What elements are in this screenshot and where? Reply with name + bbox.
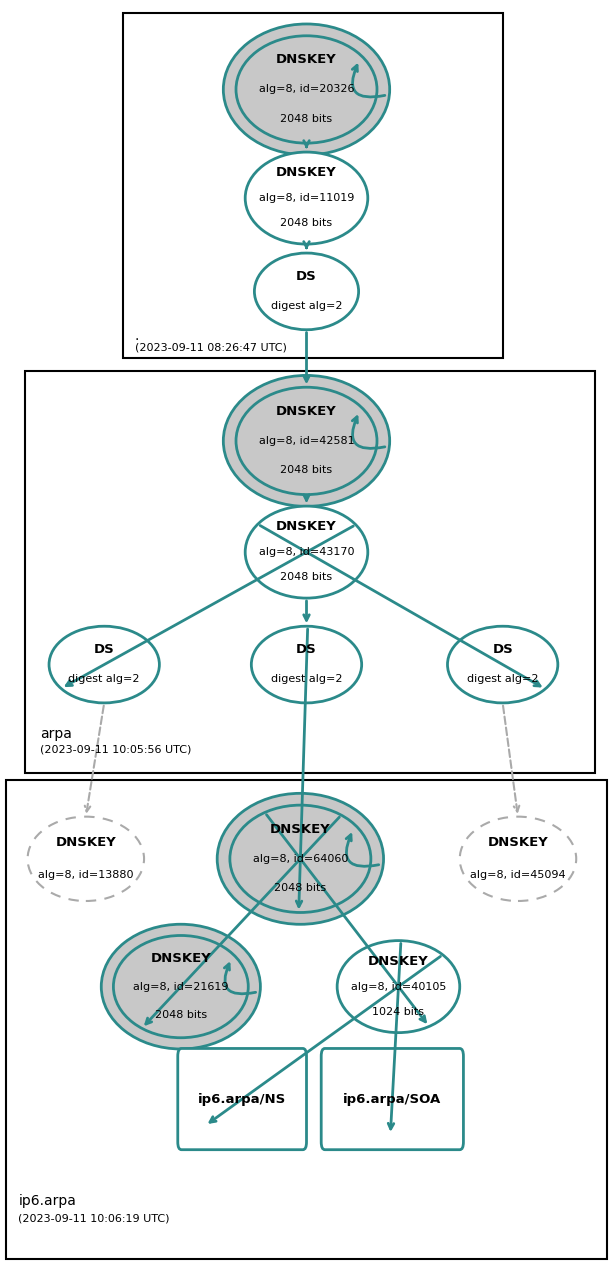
FancyBboxPatch shape [178,1048,306,1150]
Ellipse shape [245,506,368,598]
Text: (2023-09-11 08:26:47 UTC): (2023-09-11 08:26:47 UTC) [135,343,287,353]
Text: alg=8, id=40105: alg=8, id=40105 [351,982,446,992]
Text: digest alg=2: digest alg=2 [467,674,538,684]
Text: 2048 bits: 2048 bits [280,114,333,124]
Ellipse shape [236,36,377,143]
Ellipse shape [251,626,362,703]
Text: digest alg=2: digest alg=2 [271,674,342,684]
Ellipse shape [101,924,261,1049]
Ellipse shape [49,626,159,703]
Text: alg=8, id=45094: alg=8, id=45094 [470,870,566,879]
Text: alg=8, id=11019: alg=8, id=11019 [259,193,354,203]
Text: ip6.arpa: ip6.arpa [18,1194,76,1208]
Text: alg=8, id=42581: alg=8, id=42581 [259,436,354,446]
Text: DNSKEY: DNSKEY [276,405,337,418]
Ellipse shape [113,935,248,1038]
Ellipse shape [254,253,359,330]
Text: DS: DS [296,271,317,284]
Text: alg=8, id=20326: alg=8, id=20326 [259,84,354,95]
FancyBboxPatch shape [6,780,607,1259]
Text: DS: DS [296,644,317,657]
Text: DNSKEY: DNSKEY [276,520,337,533]
Text: 2048 bits: 2048 bits [274,883,327,893]
Ellipse shape [337,941,460,1033]
Text: DS: DS [94,644,115,657]
Ellipse shape [223,24,390,155]
Text: alg=8, id=43170: alg=8, id=43170 [259,547,354,557]
Text: 1024 bits: 1024 bits [373,1007,424,1017]
Text: DNSKEY: DNSKEY [487,836,549,850]
Text: DNSKEY: DNSKEY [368,955,429,967]
Text: digest alg=2: digest alg=2 [69,674,140,684]
Ellipse shape [460,817,576,901]
Text: alg=8, id=13880: alg=8, id=13880 [38,870,134,879]
FancyBboxPatch shape [123,13,503,358]
Ellipse shape [28,817,144,901]
Text: ip6.arpa/NS: ip6.arpa/NS [198,1093,286,1105]
Text: DS: DS [492,644,513,657]
Ellipse shape [236,387,377,495]
Ellipse shape [230,805,371,912]
Ellipse shape [245,152,368,244]
Text: 2048 bits: 2048 bits [154,1010,207,1020]
Text: 2048 bits: 2048 bits [280,465,333,475]
Text: .: . [135,328,139,343]
Ellipse shape [447,626,558,703]
FancyBboxPatch shape [25,371,595,773]
Text: alg=8, id=21619: alg=8, id=21619 [133,982,229,992]
Ellipse shape [217,794,384,924]
Text: digest alg=2: digest alg=2 [271,300,342,311]
Text: DNSKEY: DNSKEY [270,823,331,836]
Text: 2048 bits: 2048 bits [280,219,333,229]
Text: (2023-09-11 10:05:56 UTC): (2023-09-11 10:05:56 UTC) [40,744,191,754]
Text: DNSKEY: DNSKEY [55,836,116,850]
Text: alg=8, id=64060: alg=8, id=64060 [253,854,348,864]
Ellipse shape [223,376,390,506]
Text: 2048 bits: 2048 bits [280,573,333,583]
FancyBboxPatch shape [321,1048,463,1150]
Text: arpa: arpa [40,727,72,741]
Text: DNSKEY: DNSKEY [150,952,211,965]
Text: ip6.arpa/SOA: ip6.arpa/SOA [343,1093,441,1105]
Text: DNSKEY: DNSKEY [276,54,337,66]
Text: DNSKEY: DNSKEY [276,166,337,179]
Text: (2023-09-11 10:06:19 UTC): (2023-09-11 10:06:19 UTC) [18,1213,170,1223]
